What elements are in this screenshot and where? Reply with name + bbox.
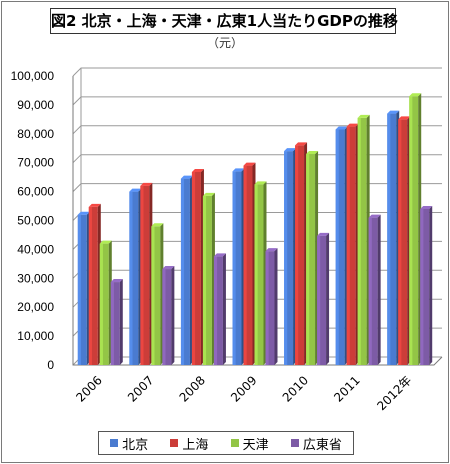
bar xyxy=(254,181,267,365)
y-tick-label: 40,000 xyxy=(17,242,54,256)
legend-item: 天津 xyxy=(230,434,269,453)
bar xyxy=(409,93,422,365)
legend-label: 上海 xyxy=(182,437,209,453)
bar xyxy=(232,168,245,365)
chart-title: 図2 北京・上海・天津・広東1人当たりGDPの推移 xyxy=(50,8,398,34)
bar xyxy=(265,248,278,365)
y-tick-label: 20,000 xyxy=(17,300,54,314)
x-tick-label: 2009 xyxy=(228,373,259,404)
y-tick-label: 50,000 xyxy=(17,214,54,228)
bar xyxy=(295,142,308,365)
y-tick-label: 10,000 xyxy=(17,329,54,343)
legend-swatch xyxy=(230,439,239,447)
bar xyxy=(213,253,226,365)
legend-label: 北京 xyxy=(122,437,149,453)
legend-item: 広東省 xyxy=(290,434,342,453)
bar xyxy=(357,114,370,365)
bar xyxy=(162,266,175,365)
legend-item: 上海 xyxy=(170,434,208,453)
x-tick-label: 2006 xyxy=(73,373,104,404)
bar xyxy=(420,205,433,365)
bar xyxy=(346,123,359,365)
x-tick-label: 2012年 xyxy=(374,373,414,413)
y-tick-label: 30,000 xyxy=(17,271,54,285)
bar xyxy=(243,162,256,365)
y-tick-label: 0 xyxy=(47,358,54,372)
bar xyxy=(99,240,112,365)
bar xyxy=(191,168,204,365)
bar xyxy=(151,223,164,365)
bar xyxy=(180,175,193,365)
x-tick-label: 2007 xyxy=(125,373,156,404)
gridline xyxy=(72,96,442,106)
bar xyxy=(317,232,330,365)
legend-swatch xyxy=(290,439,299,447)
y-tick-label: 80,000 xyxy=(17,127,54,141)
x-tick-label: 2008 xyxy=(177,373,208,404)
legend-label: 広東省 xyxy=(302,437,342,453)
gridline xyxy=(72,67,442,77)
legend-swatch xyxy=(110,439,119,447)
bar xyxy=(398,116,411,365)
legend-label: 天津 xyxy=(242,437,269,453)
bar xyxy=(306,151,319,365)
x-tick-label: 2010 xyxy=(280,373,311,404)
y-tick-label: 70,000 xyxy=(17,156,54,170)
bar-chart: 0 10,000 20,000 30,000 40,000 50,000 60,000 70,… xyxy=(11,67,443,413)
y-tick-label: 90,000 xyxy=(17,98,54,112)
legend-item: 北京 xyxy=(110,434,148,453)
y-tick-label: 60,000 xyxy=(17,185,54,199)
legend-swatch xyxy=(170,439,179,447)
gridline xyxy=(72,125,442,135)
bar xyxy=(387,110,400,365)
bar xyxy=(110,279,123,365)
bar xyxy=(88,203,101,365)
bar xyxy=(368,214,381,365)
chart-subtitle: （元） xyxy=(206,36,243,50)
axis-lines xyxy=(72,76,443,366)
bar xyxy=(140,182,153,365)
x-tick-label: 2011 xyxy=(331,373,362,404)
y-tick-label: 100,000 xyxy=(11,69,55,83)
bar xyxy=(284,148,297,365)
bar xyxy=(129,188,142,365)
bar xyxy=(335,126,348,365)
gridline xyxy=(72,154,442,164)
bar xyxy=(77,211,90,365)
bar xyxy=(202,192,215,365)
legend: 北京 上海 天津 広東省 xyxy=(98,431,354,455)
